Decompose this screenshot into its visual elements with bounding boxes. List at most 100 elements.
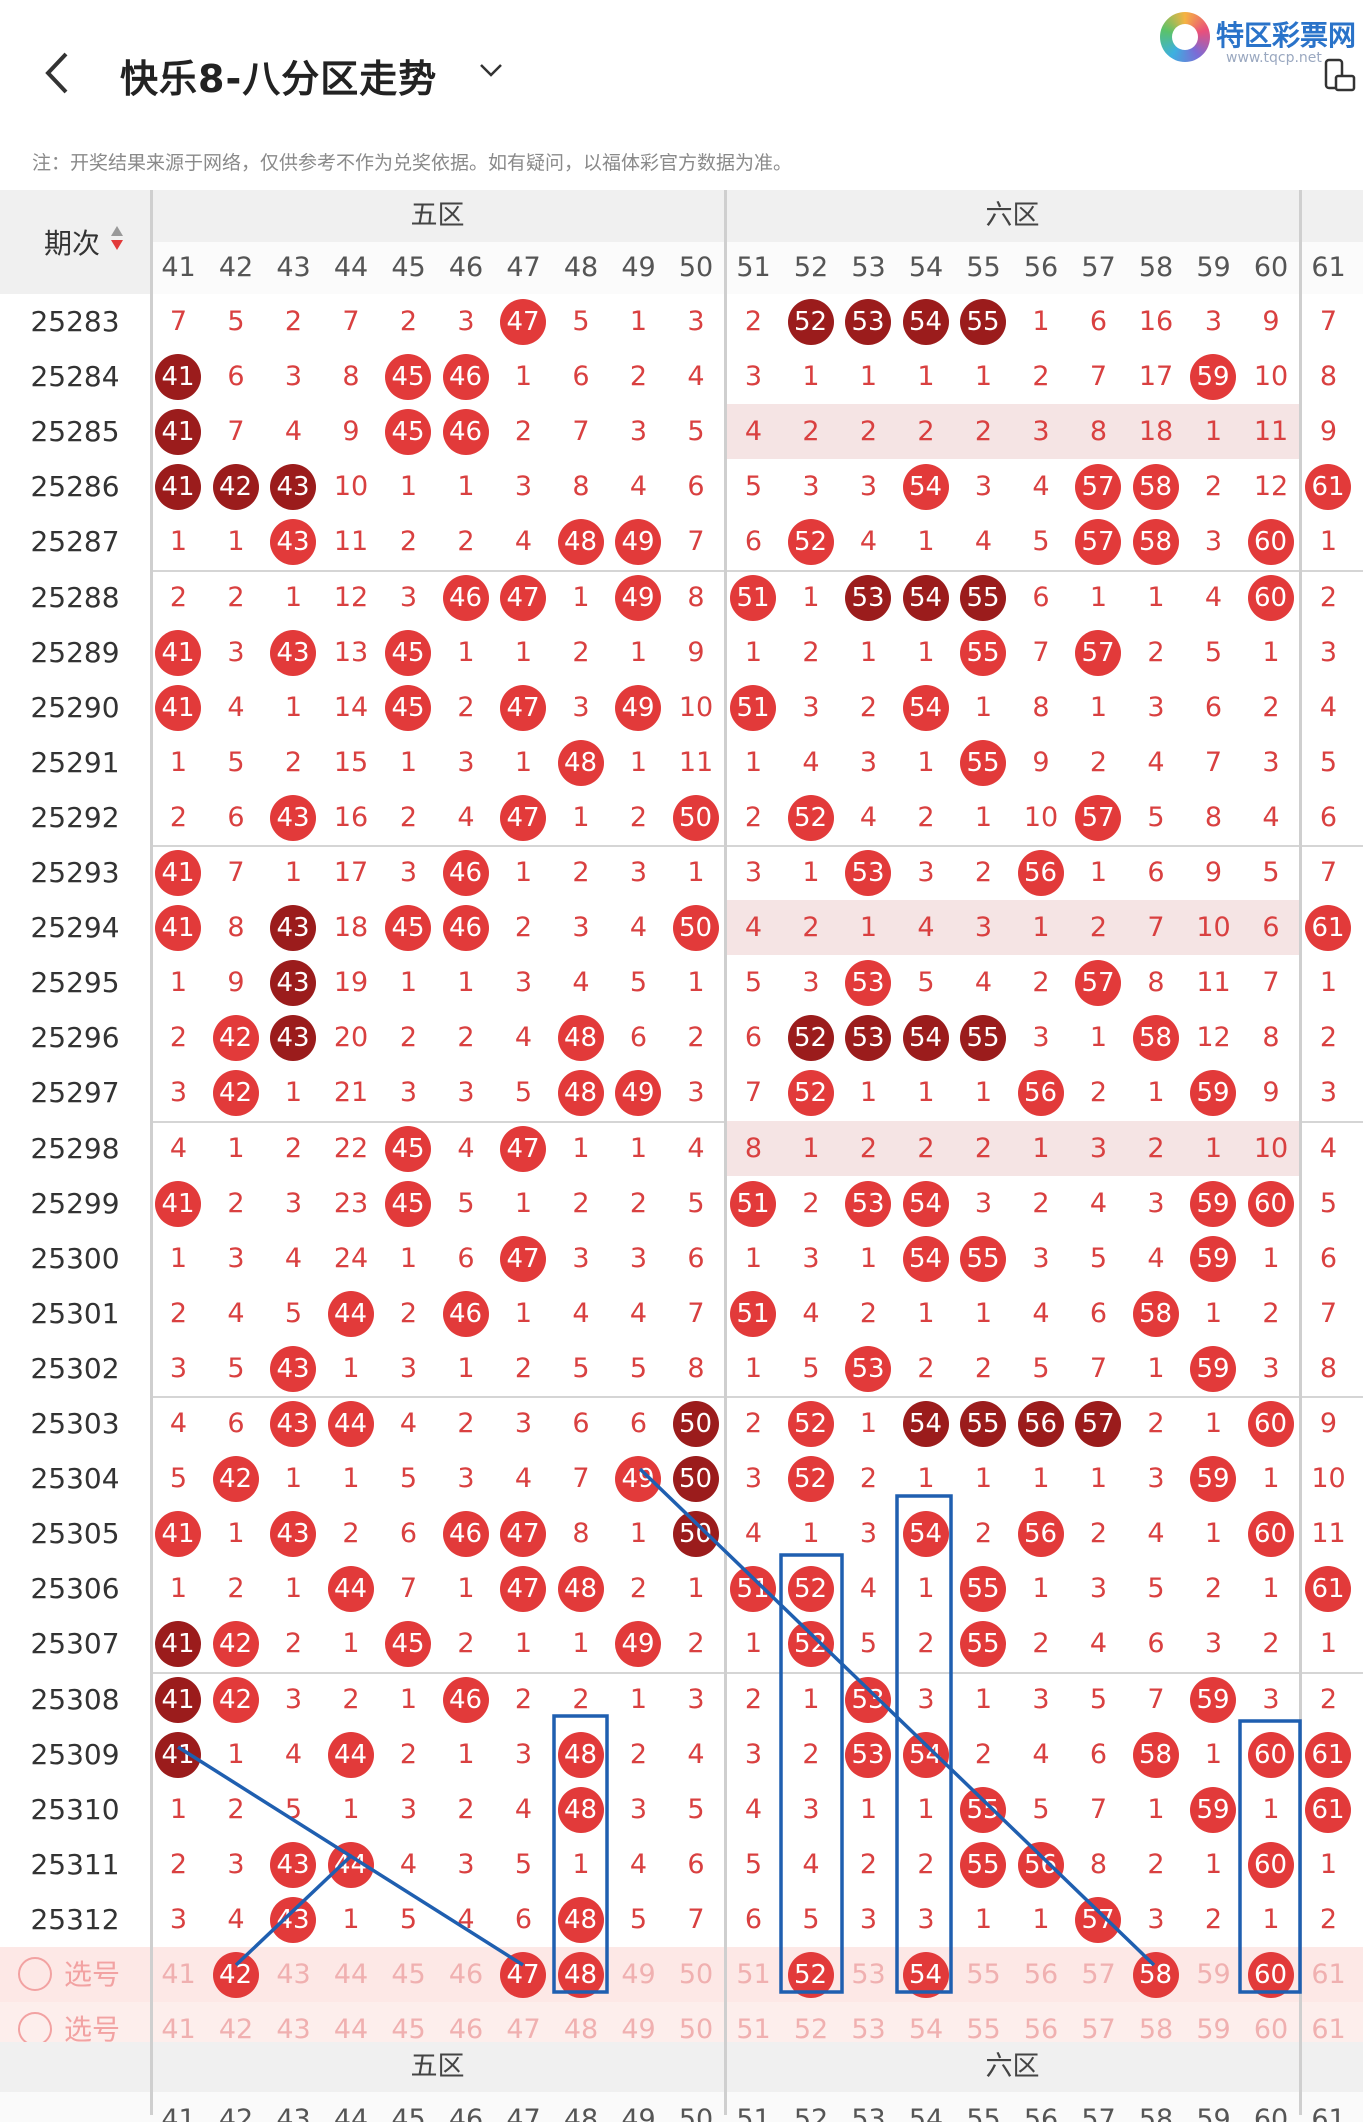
drawn-number-ball: 48 <box>557 739 604 786</box>
table-cell: 2 <box>917 416 935 448</box>
table-cell: 5 <box>687 1187 705 1219</box>
picked-number-ball[interactable]: 60 <box>1247 1952 1294 1998</box>
table-cell: 3 <box>859 746 878 778</box>
select-cell[interactable]: 55 <box>966 1959 1001 1990</box>
drawn-number-ball: 43 <box>270 794 316 841</box>
table-cell: 41 <box>150 459 207 514</box>
picked-number-ball[interactable]: 54 <box>902 1952 949 1998</box>
table-cell: 4 <box>457 1903 475 1935</box>
select-cell[interactable]: 44 <box>333 2014 369 2046</box>
select-cell[interactable]: 46 <box>448 1959 484 1990</box>
table-cell: 1 <box>169 526 188 558</box>
table-cell: 54 <box>898 294 955 349</box>
drawn-number-ball: 55 <box>960 1015 1006 1062</box>
table-cell: 1 <box>227 1518 245 1550</box>
select-cell[interactable]: 51 <box>736 2014 771 2046</box>
select-cell[interactable]: 52 <box>793 2014 829 2046</box>
select-cell[interactable]: 47 <box>506 2014 541 2046</box>
drawn-number-ball: 56 <box>1017 850 1064 896</box>
select-cell[interactable]: 53 <box>851 1959 886 1990</box>
drawn-number-ball: 46 <box>442 1290 489 1337</box>
select-cell[interactable]: 53 <box>851 2014 886 2046</box>
select-cell[interactable]: 58 <box>1128 1947 1185 2002</box>
select-cell[interactable]: 54 <box>908 2014 944 2046</box>
table-cell: 54 <box>898 1396 955 1451</box>
table-cell: 41 <box>150 680 207 735</box>
drawn-number-ball: 50 <box>672 794 719 841</box>
zone-label: 六区 <box>985 200 1040 231</box>
picked-number-ball[interactable]: 47 <box>500 1952 546 1998</box>
select-cell[interactable]: 58 <box>1138 2014 1174 2046</box>
table-cell: 1 <box>744 746 763 778</box>
column-number: 42 <box>218 2104 254 2122</box>
select-cell[interactable]: 56 <box>1023 1959 1059 1990</box>
select-cell[interactable]: 43 <box>276 1959 311 1990</box>
select-radio[interactable] <box>18 1957 52 1991</box>
select-cell[interactable]: 51 <box>736 1959 771 1990</box>
table-cell: 3 <box>169 1352 188 1384</box>
select-label-text: 选号 <box>64 2013 121 2047</box>
chevron-down-icon[interactable] <box>478 60 504 80</box>
drawn-number-ball: 51 <box>730 684 776 731</box>
select-cell[interactable]: 57 <box>1081 1959 1116 1990</box>
select-cell[interactable]: 41 <box>161 2014 196 2046</box>
select-cell[interactable]: 60 <box>1253 2014 1289 2046</box>
select-cell[interactable]: 47 <box>495 1947 552 2002</box>
select-cell[interactable]: 59 <box>1196 1959 1231 1990</box>
select-cell[interactable]: 49 <box>621 2014 656 2046</box>
table-cell: 1 <box>572 1132 590 1164</box>
period-header[interactable]: 期次 <box>0 190 150 294</box>
select-cell[interactable]: 42 <box>218 2014 254 2046</box>
select-cell[interactable]: 48 <box>553 1947 610 2002</box>
select-cell[interactable]: 52 <box>783 1947 840 2002</box>
select-cell[interactable]: 42 <box>208 1947 265 2002</box>
column-number: 60 <box>1253 2104 1289 2122</box>
select-cell[interactable]: 57 <box>1081 2014 1116 2046</box>
table-cell: 1 <box>457 967 475 999</box>
select-cell[interactable]: 49 <box>621 1959 656 1990</box>
drawn-number-ball: 41 <box>155 1180 201 1227</box>
select-cell[interactable]: 60 <box>1243 1947 1300 2002</box>
select-cell[interactable]: 50 <box>678 1959 714 1990</box>
picked-number-ball[interactable]: 42 <box>212 1952 259 1998</box>
select-cell[interactable]: 55 <box>966 2014 1001 2046</box>
select-cell[interactable]: 61 <box>1311 1959 1346 1990</box>
select-cell[interactable]: 50 <box>678 2014 714 2046</box>
table-cell: 1 <box>514 1187 533 1219</box>
picked-number-ball[interactable]: 58 <box>1132 1952 1179 1998</box>
period-cell: 25289 <box>0 624 150 680</box>
table-cell: 3 <box>687 306 705 337</box>
select-label[interactable]: 选号 <box>18 1947 120 2002</box>
select-row[interactable]: 选号 41 42 43 44 45 46 47 48 49 50 51 52 53 54 55 56 57 58 59… <box>0 1947 1363 2002</box>
select-cell[interactable]: 45 <box>391 1959 426 1990</box>
select-radio[interactable] <box>18 2012 52 2047</box>
select-cell[interactable]: 56 <box>1023 2014 1059 2046</box>
drawn-number-ball: 43 <box>270 1896 316 1943</box>
select-cell[interactable]: 54 <box>898 1947 955 2002</box>
picked-number-ball[interactable]: 48 <box>557 1952 604 1998</box>
select-cell[interactable]: 59 <box>1196 2014 1231 2046</box>
device-icon[interactable] <box>1322 58 1356 94</box>
select-cell[interactable]: 61 <box>1311 2014 1346 2046</box>
select-cell[interactable]: 46 <box>448 2014 484 2046</box>
select-cell[interactable]: 44 <box>333 1959 369 1990</box>
select-cell[interactable]: 43 <box>276 2014 311 2046</box>
select-cell[interactable]: 48 <box>563 2014 599 2046</box>
table-cell: 46 <box>438 845 495 900</box>
table-cell: 2 <box>457 526 475 558</box>
select-label[interactable]: 选号 <box>18 2002 120 2057</box>
site-logo: 特区彩票网 www.tqcp.net <box>1160 10 1360 70</box>
table-cell: 7 <box>687 1297 705 1329</box>
table-cell: 3 <box>457 306 475 337</box>
select-cell[interactable]: 45 <box>391 2014 426 2046</box>
table-cell: 1 <box>1262 1242 1280 1274</box>
table-cell: 1 <box>1089 691 1108 723</box>
back-arrow-icon[interactable] <box>42 48 72 98</box>
drawn-number-ball: 41 <box>155 1511 201 1558</box>
table-cell: 57 <box>1070 790 1127 845</box>
select-cell[interactable]: 41 <box>161 1959 196 1990</box>
sort-icon[interactable] <box>110 224 124 252</box>
period-cell: 25299 <box>0 1175 150 1231</box>
table-cell: 1 <box>514 746 533 778</box>
picked-number-ball[interactable]: 52 <box>787 1952 834 1998</box>
